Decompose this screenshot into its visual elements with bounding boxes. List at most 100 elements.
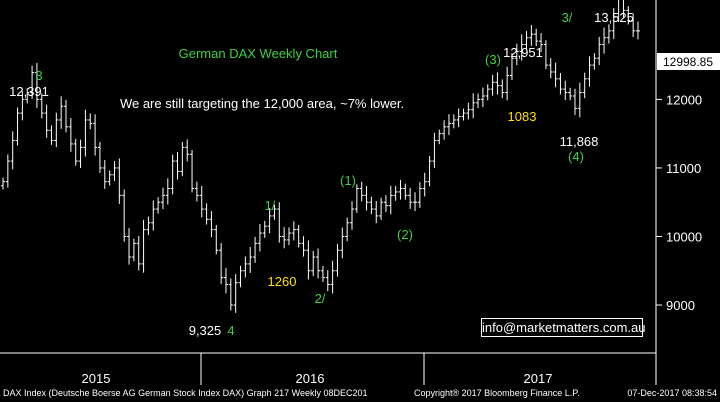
price-bars: [1, 0, 640, 313]
price-bar: [451, 114, 456, 129]
price-bar: [417, 182, 422, 208]
footer-copyright: Copyright® 2017 Bloomberg Finance L.P.: [414, 388, 580, 398]
price-bar: [437, 129, 442, 145]
annotation-wave: (1): [340, 173, 356, 188]
price-bar: [466, 102, 471, 120]
price-bar: [374, 200, 379, 224]
price-bar: [136, 236, 141, 271]
chart-title: German DAX Weekly Chart: [179, 46, 338, 61]
price-bar: [345, 217, 350, 242]
price-bar: [223, 267, 228, 294]
price-bar: [117, 158, 122, 204]
price-bar: [151, 200, 156, 231]
price-bar: [364, 186, 369, 211]
price-bar: [509, 53, 514, 81]
price-bar: [73, 138, 78, 166]
last-price-label: 12998.85: [663, 55, 713, 69]
price-bar: [78, 139, 83, 168]
price-bar: [185, 139, 190, 162]
price-bar: [301, 236, 306, 257]
price-bar: [233, 274, 238, 313]
price-bar: [572, 88, 577, 115]
annotation-value: 12,391: [9, 84, 49, 99]
y-tick-label: 9000: [666, 298, 695, 313]
price-bar: [568, 87, 573, 101]
price-bar: [471, 93, 476, 119]
price-bar: [320, 265, 325, 283]
price-bar: [204, 203, 209, 225]
price-bar: [456, 108, 461, 128]
price-bar: [214, 224, 219, 255]
price-bar: [636, 21, 640, 40]
price-bar: [354, 184, 359, 213]
price-bar: [190, 149, 195, 193]
annotation-wave: 3: [35, 68, 42, 83]
footer-security-description: DAX Index (Deutsche Boerse AG German Sto…: [3, 388, 368, 398]
price-bar: [277, 202, 282, 243]
price-bar: [582, 72, 587, 99]
annotation-wave: (3): [485, 52, 501, 67]
price-bar: [616, 0, 620, 23]
price-bar: [30, 65, 35, 99]
price-bar: [631, 13, 636, 38]
price-bar: [257, 224, 262, 252]
price-bar: [495, 72, 500, 95]
annotation-move: 1083: [508, 109, 537, 124]
price-bar: [49, 125, 54, 145]
annotation-value: 13,525: [594, 10, 634, 25]
price-bar: [393, 185, 398, 201]
price-bar: [1, 177, 5, 190]
price-bar: [25, 88, 30, 104]
price-bar: [500, 79, 505, 99]
price-bar: [39, 93, 44, 119]
price-bar: [622, 0, 626, 18]
price-bar: [107, 170, 112, 186]
price-bar: [64, 100, 69, 133]
price-bar: [529, 25, 534, 46]
price-bar: [296, 225, 301, 248]
annotation-wave: (4): [568, 149, 584, 164]
price-bar: [272, 204, 277, 220]
footer-timestamp: 07-Dec-2017 08:38:54: [627, 388, 717, 398]
price-bar: [59, 96, 64, 129]
price-bar: [597, 36, 602, 66]
price-bar: [253, 236, 258, 263]
price-bar: [68, 118, 73, 152]
annotations: 12,391 3 9,325 4 1/ 1260 2/ (1) (2) (3) …: [9, 10, 634, 338]
price-bar: [141, 219, 146, 273]
price-bar: [291, 221, 296, 241]
price-bar: [548, 58, 553, 79]
price-bar: [543, 40, 548, 70]
price-bar: [93, 114, 98, 156]
price-bar: [209, 211, 214, 238]
price-bar: [248, 246, 253, 273]
price-bar: [262, 220, 267, 238]
footer-bar: DAX Index (Deutsche Boerse AG German Sto…: [0, 385, 720, 402]
annotation-wave: 4: [227, 323, 234, 338]
price-bar: [316, 248, 321, 279]
chart-subtitle: We are still targeting the 12,000 area, …: [120, 96, 404, 111]
price-bar: [383, 195, 388, 212]
price-bar: [34, 63, 39, 108]
price-bar: [199, 185, 204, 218]
price-bar: [102, 159, 107, 189]
price-bar: [330, 260, 335, 294]
price-bar: [403, 183, 408, 200]
price-bar: [369, 196, 374, 215]
price-bar: [219, 242, 224, 285]
price-bar: [238, 265, 243, 288]
price-bar: [519, 34, 524, 61]
annotation-value: 9,325: [189, 323, 222, 338]
annotation-value: 11,868: [560, 134, 599, 149]
price-bar: [626, 5, 631, 25]
year-label: 2016: [296, 371, 325, 385]
price-bar: [611, 8, 616, 39]
price-bar: [180, 141, 185, 177]
price-bar: [88, 113, 93, 130]
price-bar: [44, 104, 49, 138]
price-bar: [286, 227, 291, 246]
price-bar: [335, 243, 340, 277]
price-bar: [228, 278, 233, 311]
price-bar: [461, 108, 466, 121]
price-bar: [156, 197, 161, 214]
